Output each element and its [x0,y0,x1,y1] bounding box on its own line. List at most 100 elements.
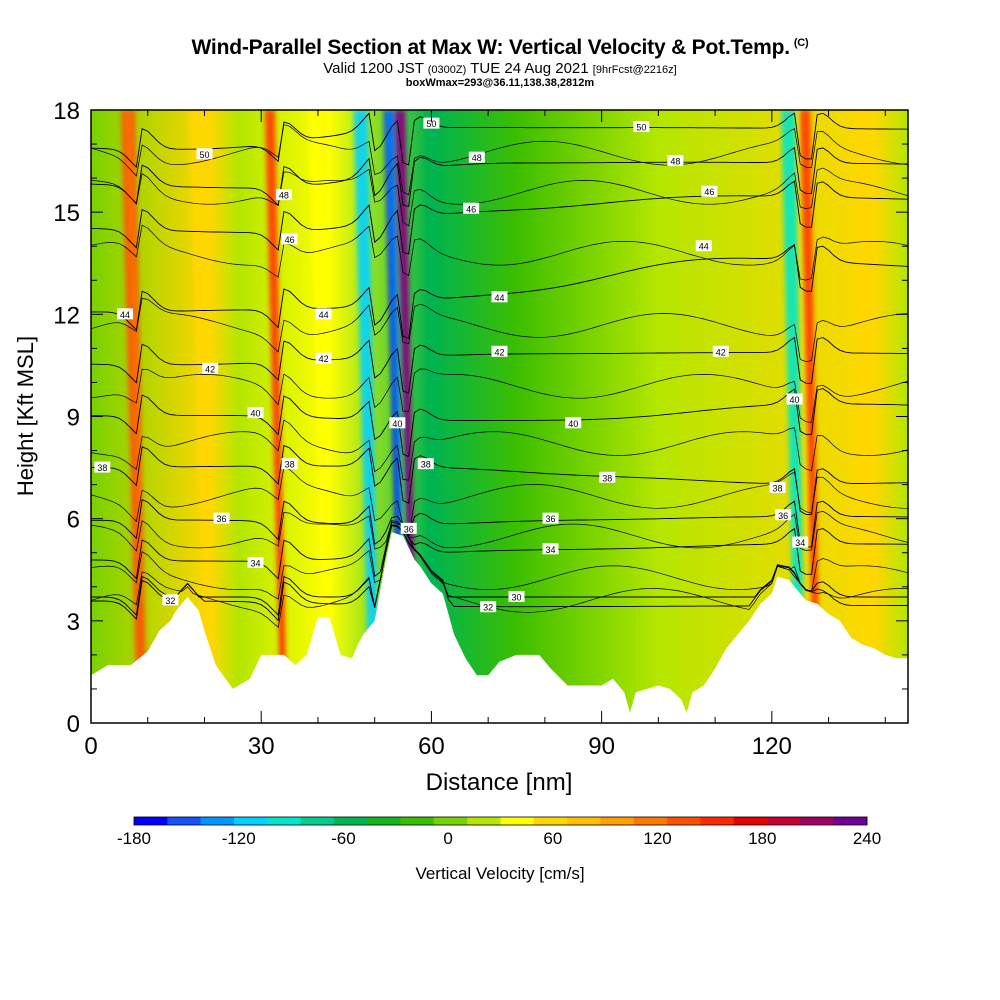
colorbar-segment [733,817,768,825]
isentrope-minor [91,521,908,600]
y-axis-label: Height [Kft MSL] [13,336,38,496]
colorbar-tick-label: 60 [543,829,562,848]
isentrope-label: 42 [716,347,726,357]
colorbar-segment [500,817,535,825]
colorbar-segment [767,817,801,825]
w-streak-updraft [800,110,821,723]
isentrope-label: 48 [472,153,482,163]
isentrope-label: 50 [426,119,436,129]
isentrope-label: 46 [285,235,295,245]
isentrope-minor [91,124,908,196]
isentrope-32 [91,525,908,622]
colorbar-segment [467,817,501,825]
isentrope-label-bg [792,536,809,548]
colorbar-tick-label: -120 [222,829,256,848]
colorbar-segment [567,817,601,825]
colorbar-segment [533,817,568,825]
colorbar-segment [167,817,202,825]
y-tick-label: 15 [53,200,80,227]
box-info: boxWmax=293@36.11,138.38,2812m [405,77,595,89]
w-streak-updraft [308,110,335,723]
w-core-updraft [267,110,285,603]
isentrope-label-bg [417,458,434,470]
w-core-downdraft [387,110,405,603]
isentrope-minor [91,368,908,423]
isentrope-label-bg [315,352,332,364]
isentrope-label: 46 [704,187,714,197]
isentrope-labels: 30 32 32 34 34 34 36 36 36 36 38 38 38 38 38 40 40 40 40 42… [94,117,809,613]
w-core-neutral [126,110,144,603]
isentrope-label: 40 [568,419,578,429]
isentrope-label-bg [542,543,559,555]
colorbar-label: Vertical Velocity [cm/s] [415,864,585,883]
w-streak-updraft [854,110,879,723]
isentrope-label: 36 [546,514,556,524]
plot-area: 30 32 32 34 34 34 36 36 36 36 38 38 38 38 38 40 40 40 40 42… [91,110,908,723]
isentrope-label-bg [400,522,417,534]
isentrope-label-bg [196,148,213,160]
isentrope-label-bg [389,417,406,429]
y-tick-label: 3 [67,609,80,636]
isentrope-label: 38 [602,473,612,483]
isentrope-label-bg [775,509,792,521]
w-streak-downdraft [781,110,806,723]
isentrope-label-bg [281,233,298,245]
isentrope-label: 42 [319,354,329,364]
isentrope-minor [91,297,908,362]
x-tick-label: 60 [418,733,445,760]
isentrope-label-bg [491,345,508,357]
isentrope-40 [91,388,908,458]
colorbar-segment [433,817,468,825]
colorbar-segment [633,817,668,825]
isentrope-label: 40 [251,409,261,419]
chart-title: Wind-Parallel Section at Max W: Vertical… [191,36,809,59]
colorbar-segment [233,817,268,825]
isentrope-label-bg [247,407,264,419]
w-streak-downdraft [424,110,439,723]
isentrope-minor [91,419,908,481]
isentrope-48 [91,146,908,208]
isentrope-label: 46 [466,204,476,214]
x-axis: 0 30 60 90 120 [84,110,886,760]
isentrope-label: 44 [494,293,504,303]
colorbar-segment [833,817,868,825]
isentrope-label: 38 [421,460,431,470]
isentrope-label-bg [117,308,134,320]
colorbar-segment [600,817,635,825]
isentrope-label: 38 [285,460,295,470]
y-tick-label: 0 [67,711,80,738]
isentrope-label: 40 [392,419,402,429]
y-tick-label: 6 [67,507,80,534]
isentrope-label: 44 [120,310,130,320]
isentrope-label-bg [315,308,332,320]
isentrope-label-bg [247,556,264,568]
colorbar-tick-label: 120 [643,829,671,848]
isentrope-label-bg [769,482,786,494]
colorbar-segment [333,817,368,825]
colorbar-segment [134,817,168,825]
isentrope-label-bg [491,291,508,303]
colorbar-tick-label: 180 [748,829,776,848]
colorbar-segment [267,817,302,825]
x-tick-label: 120 [752,733,792,760]
w-streak-downdraft [353,110,380,723]
isentrope-label-bg [667,155,684,167]
isentrope-label: 34 [795,538,805,548]
isentrope-label-bg [786,393,803,405]
x-tick-label: 90 [588,733,615,760]
isentrope-label-bg [599,471,616,483]
y-tick-label: 12 [53,302,80,329]
isentrope-label-bg [162,594,179,606]
isentrope-minor [91,167,908,227]
colorbar-tick-label: 0 [443,829,452,848]
isentrope-label: 42 [494,347,504,357]
isentrope-34 [91,520,908,580]
isentrope-label-bg [468,151,485,163]
colorbar-segment [367,817,402,825]
isentrope-label-bg [480,601,497,613]
isentrope-label-bg [423,117,440,129]
isentrope-label-bg [712,345,729,357]
isentrope-label-bg [94,461,111,473]
